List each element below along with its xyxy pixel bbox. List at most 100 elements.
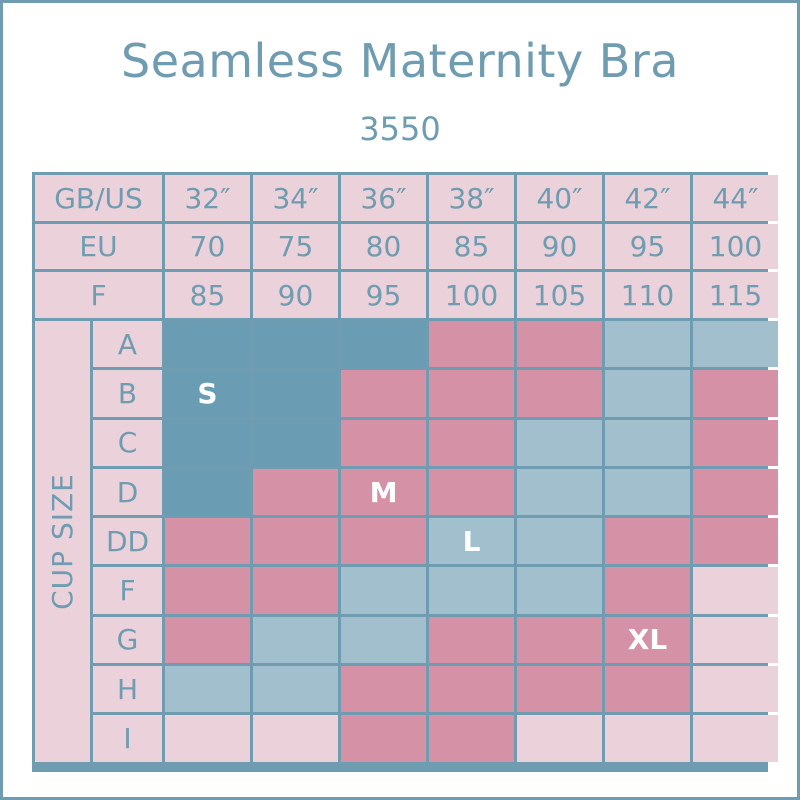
size-cell-l [605,419,690,466]
size-cell-l [429,567,514,614]
size-cell-m [341,370,426,417]
size-cell-l [253,666,338,713]
size-cell-xl [341,666,426,713]
band-system-label: F [35,272,162,318]
band-size-cell: 95 [341,272,426,318]
size-label-l: L [462,524,481,558]
size-cell-s [253,370,338,417]
band-size-cell: 36″ [341,175,426,221]
size-cell-xl [517,616,602,664]
cup-letter-label: F [93,567,162,614]
cup-letter-label: C [93,419,162,466]
size-label-s: S [197,376,218,410]
size-cell-s [165,468,250,516]
cup-size-axis-label: CUP SIZE [35,321,90,762]
size-cell-m [429,321,514,368]
band-size-cell: 44″ [693,175,778,221]
band-size-cell: 32″ [165,175,250,221]
cup-letter-label: B [93,370,162,417]
size-chart-table: CUP SIZE GB/US 32″ 34″ 36″ 38″ 40″ 42″ 44″ EU 70 7… [32,172,778,772]
size-cell-m [517,321,602,368]
cup-letter-label: H [93,666,162,713]
size-cell-l [165,666,250,713]
size-cell-m [693,370,778,417]
size-cell-m: M [341,468,426,516]
size-cell-l [341,567,426,614]
size-cell-m [165,616,250,664]
size-cell-m [165,518,250,565]
size-cell-m [429,468,514,516]
band-size-cell: 42″ [605,175,690,221]
size-cell-none [517,715,602,762]
size-cell-m [429,370,514,417]
band-size-cell: 110 [605,272,690,318]
size-cell-xl [429,616,514,664]
size-cell-none [693,567,778,614]
size-cell-m [693,468,778,516]
band-system-label: EU [35,224,162,269]
band-size-cell: 100 [693,224,778,269]
size-cell-m [253,468,338,516]
size-cell-xl [341,715,426,762]
size-cell-l [253,616,338,664]
band-system-label: GB/US [35,175,162,221]
size-cell-m [165,567,250,614]
band-size-cell: 105 [517,272,602,318]
size-cell-m [517,370,602,417]
band-size-cell: 75 [253,224,338,269]
size-cell-l [605,321,690,368]
size-cell-l [693,321,778,368]
size-cell-xl [605,518,690,565]
size-cell-s: S [165,370,250,417]
band-size-cell: 38″ [429,175,514,221]
size-cell-xl [605,567,690,614]
page-title: Seamless Maternity Bra [121,34,679,88]
size-cell-m [253,518,338,565]
band-size-cell: 34″ [253,175,338,221]
size-cell-m [341,419,426,466]
size-cell-xl [605,666,690,713]
size-cell-none [693,666,778,713]
size-cell-m [693,419,778,466]
size-cell-l [605,468,690,516]
band-size-cell: 85 [165,272,250,318]
size-cell-l [517,468,602,516]
size-cell-none [605,715,690,762]
size-cell-xl [429,715,514,762]
size-cell-l: L [429,518,514,565]
band-size-cell: 40″ [517,175,602,221]
band-size-cell: 70 [165,224,250,269]
size-cell-s [253,321,338,368]
band-size-cell: 90 [253,272,338,318]
size-cell-l [517,518,602,565]
size-cell-m [429,419,514,466]
size-cell-s [253,419,338,466]
size-cell-l [517,419,602,466]
cup-letter-label: DD [93,518,162,565]
cup-size-axis-text: CUP SIZE [46,472,80,610]
band-size-cell: 115 [693,272,778,318]
size-cell-m [341,518,426,565]
band-size-cell: 90 [517,224,602,269]
size-cell-xl [693,518,778,565]
size-cell-none [693,616,778,664]
cup-letter-label: D [93,468,162,516]
cup-letter-label: I [93,715,162,762]
size-cell-none [693,715,778,762]
size-cell-s [341,321,426,368]
size-cell-m [253,567,338,614]
product-code: 3550 [359,110,441,148]
size-cell-l [517,567,602,614]
size-cell-s [165,419,250,466]
size-cell-xl [429,666,514,713]
band-size-cell: 100 [429,272,514,318]
size-cell-xl [517,666,602,713]
size-cell-s [165,321,250,368]
cup-letter-label: G [93,616,162,664]
band-size-cell: 95 [605,224,690,269]
size-label-xl: XL [627,623,668,657]
cup-letter-label: A [93,321,162,368]
band-size-cell: 80 [341,224,426,269]
size-label-m: M [369,475,398,509]
